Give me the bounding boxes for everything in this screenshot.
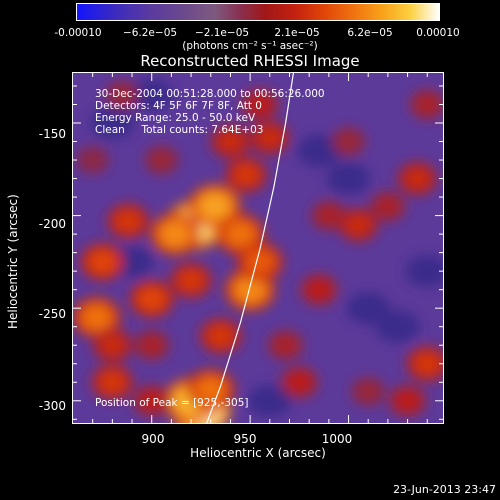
- x-tick-label: 1000: [321, 432, 353, 446]
- heatmap-canvas: [73, 73, 443, 423]
- heatmap-blob: [100, 335, 125, 356]
- heatmap-dark-patch: [326, 162, 371, 195]
- colorbar: [76, 3, 440, 21]
- heatmap-dark-patch: [405, 255, 443, 288]
- heatmap-dark-patch: [346, 292, 391, 325]
- heatmap-blob: [307, 279, 331, 300]
- solar-limb-line: [206, 73, 294, 423]
- heatmap-blob: [151, 151, 172, 169]
- heatmap-dark-patch: [129, 79, 174, 112]
- colorbar-tick: −6.2e−05: [122, 27, 178, 39]
- info-line-time: 30-Dec-2004 00:51:28.000 to 00:56:26.000: [95, 88, 325, 100]
- peak-position-label: Position of Peak = [925,-305]: [95, 397, 249, 409]
- heatmap-blob: [115, 210, 141, 232]
- info-line-energy: Energy Range: 25.0 - 50.0 keV: [95, 112, 256, 124]
- heatmap-blob: [140, 391, 164, 411]
- x-axis-label: Heliocentric X (arcsec): [190, 446, 326, 460]
- heatmap-blob: [112, 86, 133, 104]
- info-line-counts: Clean Total counts: 7.64E+03: [95, 124, 264, 136]
- heatmap-blob: [405, 168, 430, 189]
- heatmap-blob: [377, 197, 399, 216]
- heatmap-blob: [89, 250, 116, 274]
- heatmap-blob: [82, 305, 112, 330]
- colorbar-unit: (photons cm⁻² s⁻¹ asec⁻²): [182, 40, 318, 52]
- colorbar-tick: −2.1e−05: [194, 27, 250, 39]
- x-tick-label: 900: [141, 432, 165, 446]
- heatmap-blob: [196, 377, 226, 402]
- heatmap-blob: [208, 325, 234, 347]
- heatmap-blob: [233, 164, 259, 186]
- plot-area: 30-Dec-2004 00:51:28.000 to 00:56:26.000…: [72, 72, 444, 424]
- heatmap-blob: [274, 336, 297, 355]
- heatmap-blob: [318, 206, 340, 225]
- y-tick-label: -200: [38, 217, 66, 231]
- heatmap-blob: [248, 94, 272, 115]
- heatmap-blob: [287, 372, 311, 392]
- y-tick-label: -250: [38, 307, 66, 321]
- info-line-detectors: Detectors: 4F 5F 6F 7F 8F, Att 0: [95, 100, 262, 112]
- heatmap-blob: [160, 221, 191, 247]
- colorbar-tick: 6.2e−05: [347, 27, 393, 39]
- heatmap-blob: [218, 131, 243, 152]
- heatmap-dark-patch: [90, 107, 135, 139]
- heatmap-blob: [83, 151, 103, 169]
- heatmap-blob: [199, 193, 231, 220]
- heatmap-blob: [414, 353, 440, 375]
- x-tick-label: 950: [233, 432, 257, 446]
- date-stamp: 23-Jun-2013 23:47: [393, 483, 496, 496]
- colorbar-tick: 2.1e−05: [274, 27, 320, 39]
- y-tick-label: -300: [38, 399, 66, 413]
- colorbar-tick: -0.00010: [54, 27, 102, 39]
- heatmap-blob: [178, 269, 204, 292]
- plot-title: Reconstructed RHESSI Image: [140, 52, 360, 70]
- heatmap-blob: [396, 391, 419, 411]
- heatmap-dark-patch: [375, 310, 420, 343]
- heatmap-dark-patch: [297, 134, 342, 167]
- heatmap-blob: [346, 214, 371, 236]
- heatmap-blob: [99, 371, 125, 393]
- heatmap-blob: [140, 336, 163, 355]
- heatmap-dark-patch: [247, 384, 292, 417]
- heatmap-blob: [246, 250, 274, 274]
- y-tick-label: -150: [38, 127, 66, 141]
- heatmap-blob: [235, 276, 266, 303]
- heatmap-blob: [257, 127, 282, 149]
- heatmap-blob: [338, 132, 359, 151]
- colorbar-tick: 0.00010: [416, 27, 460, 39]
- heatmap-blob: [358, 382, 379, 401]
- heatmap-blob: [138, 287, 165, 311]
- heatmap-blob: [416, 95, 439, 114]
- heatmap-blob: [225, 221, 255, 247]
